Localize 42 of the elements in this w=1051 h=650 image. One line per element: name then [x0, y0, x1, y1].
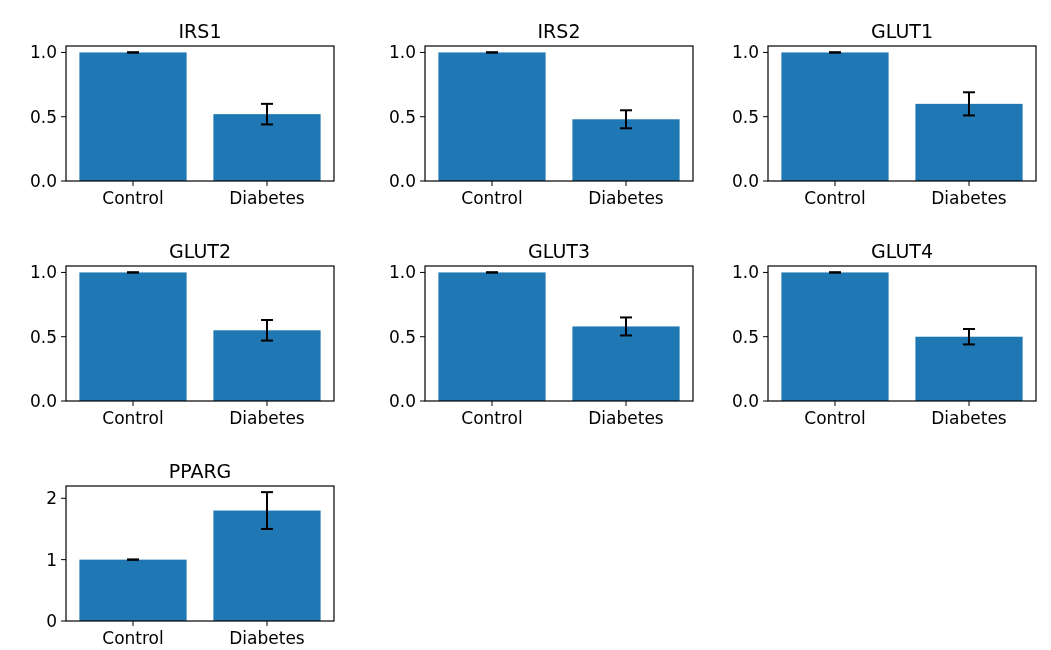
x-tick-label: Control [102, 628, 164, 648]
x-tick-label: Diabetes [931, 408, 1007, 428]
x-tick-label: Control [804, 408, 866, 428]
chart-title: GLUT3 [528, 240, 590, 262]
x-tick-label: Diabetes [229, 188, 305, 208]
x-tick-label: Control [461, 188, 523, 208]
chart-title: GLUT1 [871, 20, 933, 42]
y-tick-label: 0.0 [388, 390, 416, 411]
x-tick-label: Diabetes [229, 628, 305, 648]
y-tick-label: 0.5 [731, 326, 759, 347]
chart-title: IRS2 [537, 20, 581, 42]
y-tick-label: 0.5 [29, 106, 57, 127]
y-tick-label: 2 [46, 488, 57, 509]
y-tick-label: 1.0 [29, 42, 57, 63]
y-tick-label: 0.0 [731, 390, 759, 411]
x-tick-label: Control [461, 408, 523, 428]
chart-title: GLUT4 [871, 240, 933, 262]
y-tick-label: 0.0 [731, 170, 759, 191]
y-tick-label: 0.0 [29, 170, 57, 191]
x-tick-label: Diabetes [229, 408, 305, 428]
y-tick-label: 0.5 [731, 106, 759, 127]
y-tick-label: 1.0 [731, 42, 759, 63]
x-tick-label: Control [804, 188, 866, 208]
y-tick-label: 1.0 [388, 262, 416, 283]
y-tick-label: 0.0 [388, 170, 416, 191]
x-tick-label: Control [102, 188, 164, 208]
chart-title: GLUT2 [169, 240, 231, 262]
y-tick-label: 0.5 [388, 326, 416, 347]
y-tick-label: 1.0 [731, 262, 759, 283]
y-tick-label: 1.0 [388, 42, 416, 63]
chart-title: IRS1 [178, 20, 222, 42]
x-tick-label: Control [102, 408, 164, 428]
y-tick-label: 0.0 [29, 390, 57, 411]
y-tick-label: 1.0 [29, 262, 57, 283]
x-tick-label: Diabetes [588, 408, 664, 428]
x-tick-label: Diabetes [588, 188, 664, 208]
y-tick-label: 0.5 [388, 106, 416, 127]
chart-title: PPARG [168, 460, 232, 482]
y-tick-label: 0 [46, 610, 57, 631]
x-tick-label: Diabetes [931, 188, 1007, 208]
y-tick-label: 1 [46, 549, 57, 570]
y-tick-label: 0.5 [29, 326, 57, 347]
